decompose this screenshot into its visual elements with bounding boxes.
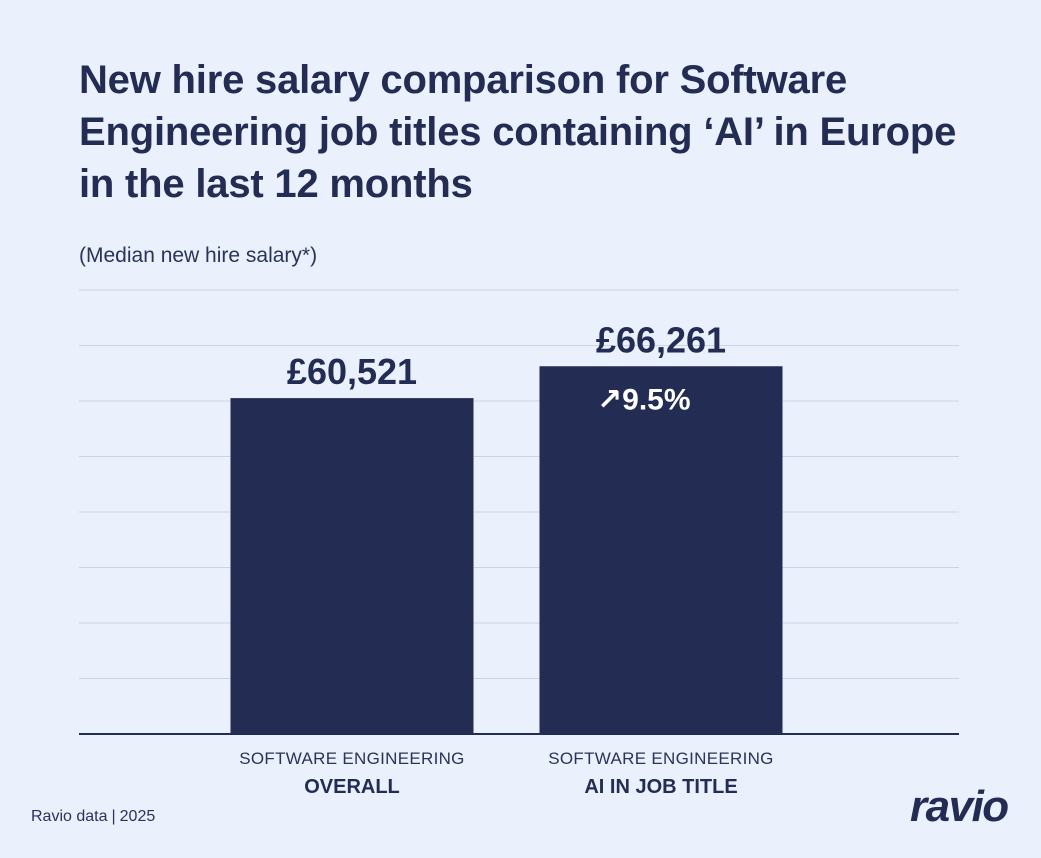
- bar-1: [230, 398, 474, 734]
- source-text: Ravio data: [31, 808, 108, 825]
- category-label-2-line1: SOFTWARE ENGINEERING: [548, 749, 773, 768]
- category-labels: SOFTWARE ENGINEERING OVERALL SOFTWARE ENGI…: [239, 749, 773, 798]
- source-year: 2025: [119, 808, 156, 825]
- value-label-1: £60,521: [287, 351, 417, 392]
- category-label-2-line2: AI IN JOB TITLE: [584, 776, 737, 798]
- data-labels: £60,521 £66,261 ↗9.5%: [287, 319, 726, 416]
- change-label: ↗9.5%: [597, 383, 691, 416]
- gridlines: [79, 289, 959, 679]
- source-note: Ravio data | 2025: [31, 808, 155, 826]
- bars: [230, 366, 783, 734]
- value-label-2: £66,261: [596, 319, 726, 360]
- chart-subtitle: (Median new hire salary*): [79, 244, 318, 267]
- ravio-logo: ravio: [910, 782, 1009, 831]
- category-label-1-line2: OVERALL: [304, 776, 400, 798]
- source-separator: |: [111, 808, 116, 825]
- category-label-1-line1: SOFTWARE ENGINEERING: [239, 749, 464, 768]
- bar-2: [539, 366, 783, 734]
- chart-title: New hire salary comparison for Software …: [79, 58, 957, 206]
